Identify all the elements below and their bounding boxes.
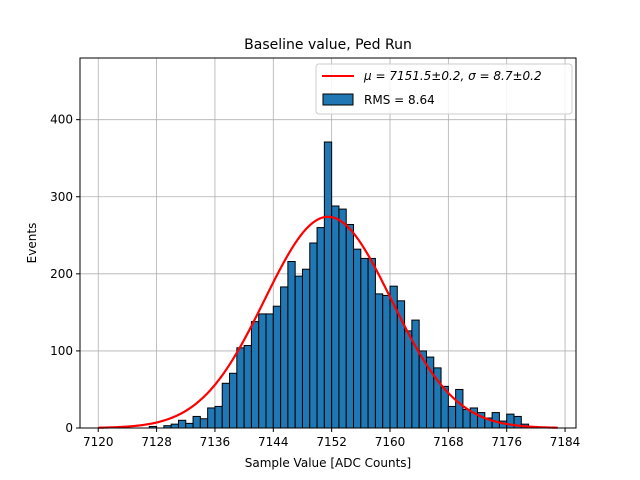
histogram-bar — [207, 407, 216, 429]
x-tick-label: 7184 — [550, 435, 581, 449]
histogram-bar — [177, 419, 187, 429]
histogram-bar — [404, 330, 413, 429]
x-tick-label: 7136 — [200, 435, 231, 449]
legend-hist-label: RMS = 8.64 — [364, 93, 435, 107]
histogram-bar — [455, 388, 464, 429]
x-tick-label: 7152 — [316, 435, 347, 449]
legend-box — [315, 63, 573, 115]
histogram-bar — [258, 313, 267, 429]
y-tick-label: 0 — [65, 421, 73, 435]
histogram-bar — [185, 422, 194, 429]
histogram-bar — [170, 423, 179, 429]
y-tick-label: 100 — [50, 344, 73, 358]
histogram-bar — [272, 305, 282, 429]
histogram-bar — [338, 208, 347, 429]
legend-hist-swatch — [322, 93, 354, 106]
histogram-bar — [374, 293, 384, 429]
legend-fit-label: μ = 7151.5±0.2, σ = 8.7±0.2 — [363, 69, 542, 83]
histogram-bar — [353, 248, 362, 429]
y-tick-label: 300 — [50, 190, 73, 204]
x-tick-label: 7168 — [433, 435, 464, 449]
histogram-bar — [243, 345, 252, 429]
legend-fit-mu: μ = 7151.5±0.2, — [363, 69, 468, 83]
histogram-bar — [221, 382, 231, 429]
histogram-bar — [287, 261, 296, 429]
histogram-bar — [280, 286, 289, 429]
plot-frame — [79, 57, 577, 429]
histogram-bar — [382, 294, 391, 429]
y-tick-label: 200 — [50, 267, 73, 281]
histogram-bar — [345, 224, 355, 429]
histogram-bar — [192, 415, 201, 429]
y-axis-ticks: 0 100 200 300 400 — [50, 113, 80, 435]
y-axis-label: Events — [25, 223, 39, 264]
chart-title: Baseline value, Ped Run — [244, 37, 412, 53]
histogram-bar — [250, 321, 260, 429]
histogram-bar — [411, 319, 420, 429]
histogram-bar — [462, 409, 471, 429]
x-tick-label: 7160 — [375, 435, 406, 449]
histogram-bar — [294, 275, 303, 429]
histogram-bar — [360, 257, 369, 429]
legend: μ = 7151.5±0.2, σ = 8.7±0.2 RMS = 8.64 — [315, 63, 573, 115]
histogram-bar — [367, 257, 376, 429]
histogram-bar — [199, 418, 209, 429]
histogram-bar — [265, 313, 274, 429]
histogram-bar — [447, 405, 457, 429]
x-axis-ticks: 7120 7128 7136 7144 7152 7160 7168 7176 7184 — [83, 428, 580, 449]
histogram-bar — [316, 227, 325, 429]
x-axis-label: Sample Value [ADC Counts] — [245, 456, 411, 470]
legend-fit-sigma: σ = 8.7±0.2 — [468, 69, 542, 83]
x-tick-label: 7144 — [258, 435, 289, 449]
gaussian-fit-curve — [98, 215, 558, 429]
x-tick-label: 7128 — [141, 435, 172, 449]
histogram-bar — [214, 405, 223, 429]
x-tick-label: 7176 — [491, 435, 522, 449]
histogram-bar — [229, 372, 238, 429]
histogram-bar — [323, 141, 333, 429]
histogram-bar — [331, 205, 340, 429]
y-tick-label: 400 — [50, 113, 73, 127]
histogram-bar — [236, 347, 245, 429]
histogram-bar — [301, 268, 311, 429]
gaussian-fit — [98, 215, 558, 429]
histogram-bar — [309, 242, 318, 429]
x-tick-label: 7120 — [83, 435, 114, 449]
